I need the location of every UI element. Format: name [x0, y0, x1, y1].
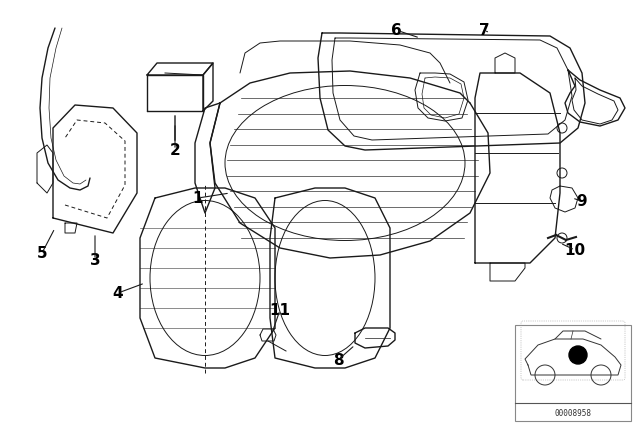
Text: 00008958: 00008958 — [554, 409, 591, 418]
Bar — [515, 325, 631, 421]
Text: 4: 4 — [113, 285, 124, 301]
Text: 5: 5 — [36, 246, 47, 260]
Text: 7: 7 — [479, 22, 490, 38]
Text: 11: 11 — [269, 302, 291, 318]
Text: 3: 3 — [90, 253, 100, 267]
Circle shape — [569, 346, 587, 364]
Text: 10: 10 — [564, 242, 586, 258]
Text: 2: 2 — [170, 142, 180, 158]
Text: 8: 8 — [333, 353, 343, 367]
Text: 6: 6 — [390, 22, 401, 38]
Text: 1: 1 — [193, 190, 204, 206]
Text: 9: 9 — [577, 194, 588, 208]
